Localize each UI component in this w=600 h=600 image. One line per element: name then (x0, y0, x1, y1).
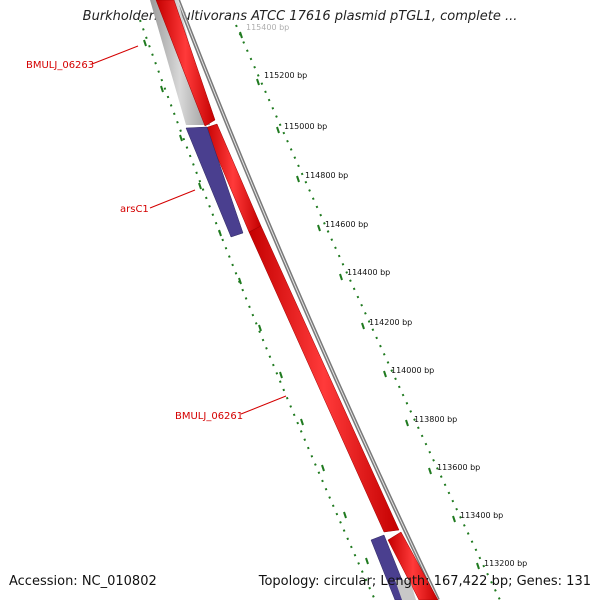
backbone-outer-line (176, 0, 440, 600)
inner-tick (198, 182, 202, 190)
gene-label-leader (149, 189, 196, 209)
gene-label-bmulj-06263: BMULJ_06263 (26, 60, 94, 71)
gene-labels: BMULJ_06263 arsC1 BMULJ_06261 (26, 45, 287, 422)
inner-tick (238, 277, 242, 285)
scale-tick (361, 322, 365, 330)
inner-tick (321, 464, 325, 472)
scale-tick (476, 562, 480, 570)
scale-ticks (239, 31, 480, 570)
scale-label: 113600 bp (437, 463, 480, 472)
scale-label: 115400 bp (246, 23, 289, 32)
scale-tick (383, 370, 387, 378)
gene-other-lower (395, 580, 416, 600)
inner-tick-track (139, 19, 376, 600)
inner-tick (179, 134, 183, 142)
scale-label: 115200 bp (264, 71, 307, 80)
scale-labels: 115400 bp 115200 bp 115000 bp 114800 bp … (246, 23, 527, 568)
scale-label: 114800 bp (305, 171, 348, 180)
topology-summary: Topology: circular; Length: 167,422 bp; … (258, 574, 591, 589)
forward-cds-long (248, 225, 400, 533)
inner-tick (258, 324, 262, 332)
scale-label: 114600 bp (325, 220, 368, 229)
reverse-cds-arsC1 (185, 126, 244, 238)
scale-tick (256, 78, 260, 86)
accession-label: Accession: NC_010802 (9, 574, 157, 589)
scale-tick (452, 515, 456, 523)
inner-tick (218, 229, 222, 237)
gene-label-arsc1: arsC1 (120, 204, 149, 215)
scale-label: 114000 bp (391, 366, 434, 375)
gene-label-leader (240, 395, 287, 415)
inner-tick (365, 557, 369, 565)
scale-label: 114400 bp (347, 268, 390, 277)
inner-tick (343, 511, 347, 519)
backbone-inner-line (177, 0, 439, 600)
scale-tick (428, 467, 432, 475)
inner-tick (143, 39, 147, 47)
inner-tick (279, 371, 283, 379)
scale-tick (405, 419, 409, 427)
scale-label: 115000 bp (284, 122, 327, 131)
scale-tick (339, 273, 343, 281)
outer-tick-track (235, 24, 501, 600)
gene-label-bmulj-06261: BMULJ_06261 (175, 411, 243, 422)
inner-tick (300, 418, 304, 426)
gene-label-leader (91, 45, 139, 65)
map-title: Burkholderia multivorans ATCC 17616 plas… (82, 9, 518, 24)
scale-tick (317, 224, 321, 232)
forward-cds-upper (155, 0, 216, 127)
scale-label: 113400 bp (460, 511, 503, 520)
scale-label: 114200 bp (369, 318, 412, 327)
scale-label: 113200 bp (484, 559, 527, 568)
inner-ticks (143, 39, 369, 565)
scale-tick (296, 175, 300, 183)
scale-label: 113800 bp (414, 415, 457, 424)
scale-tick (276, 126, 280, 134)
scale-tick (239, 31, 243, 39)
inner-tick (160, 85, 164, 93)
